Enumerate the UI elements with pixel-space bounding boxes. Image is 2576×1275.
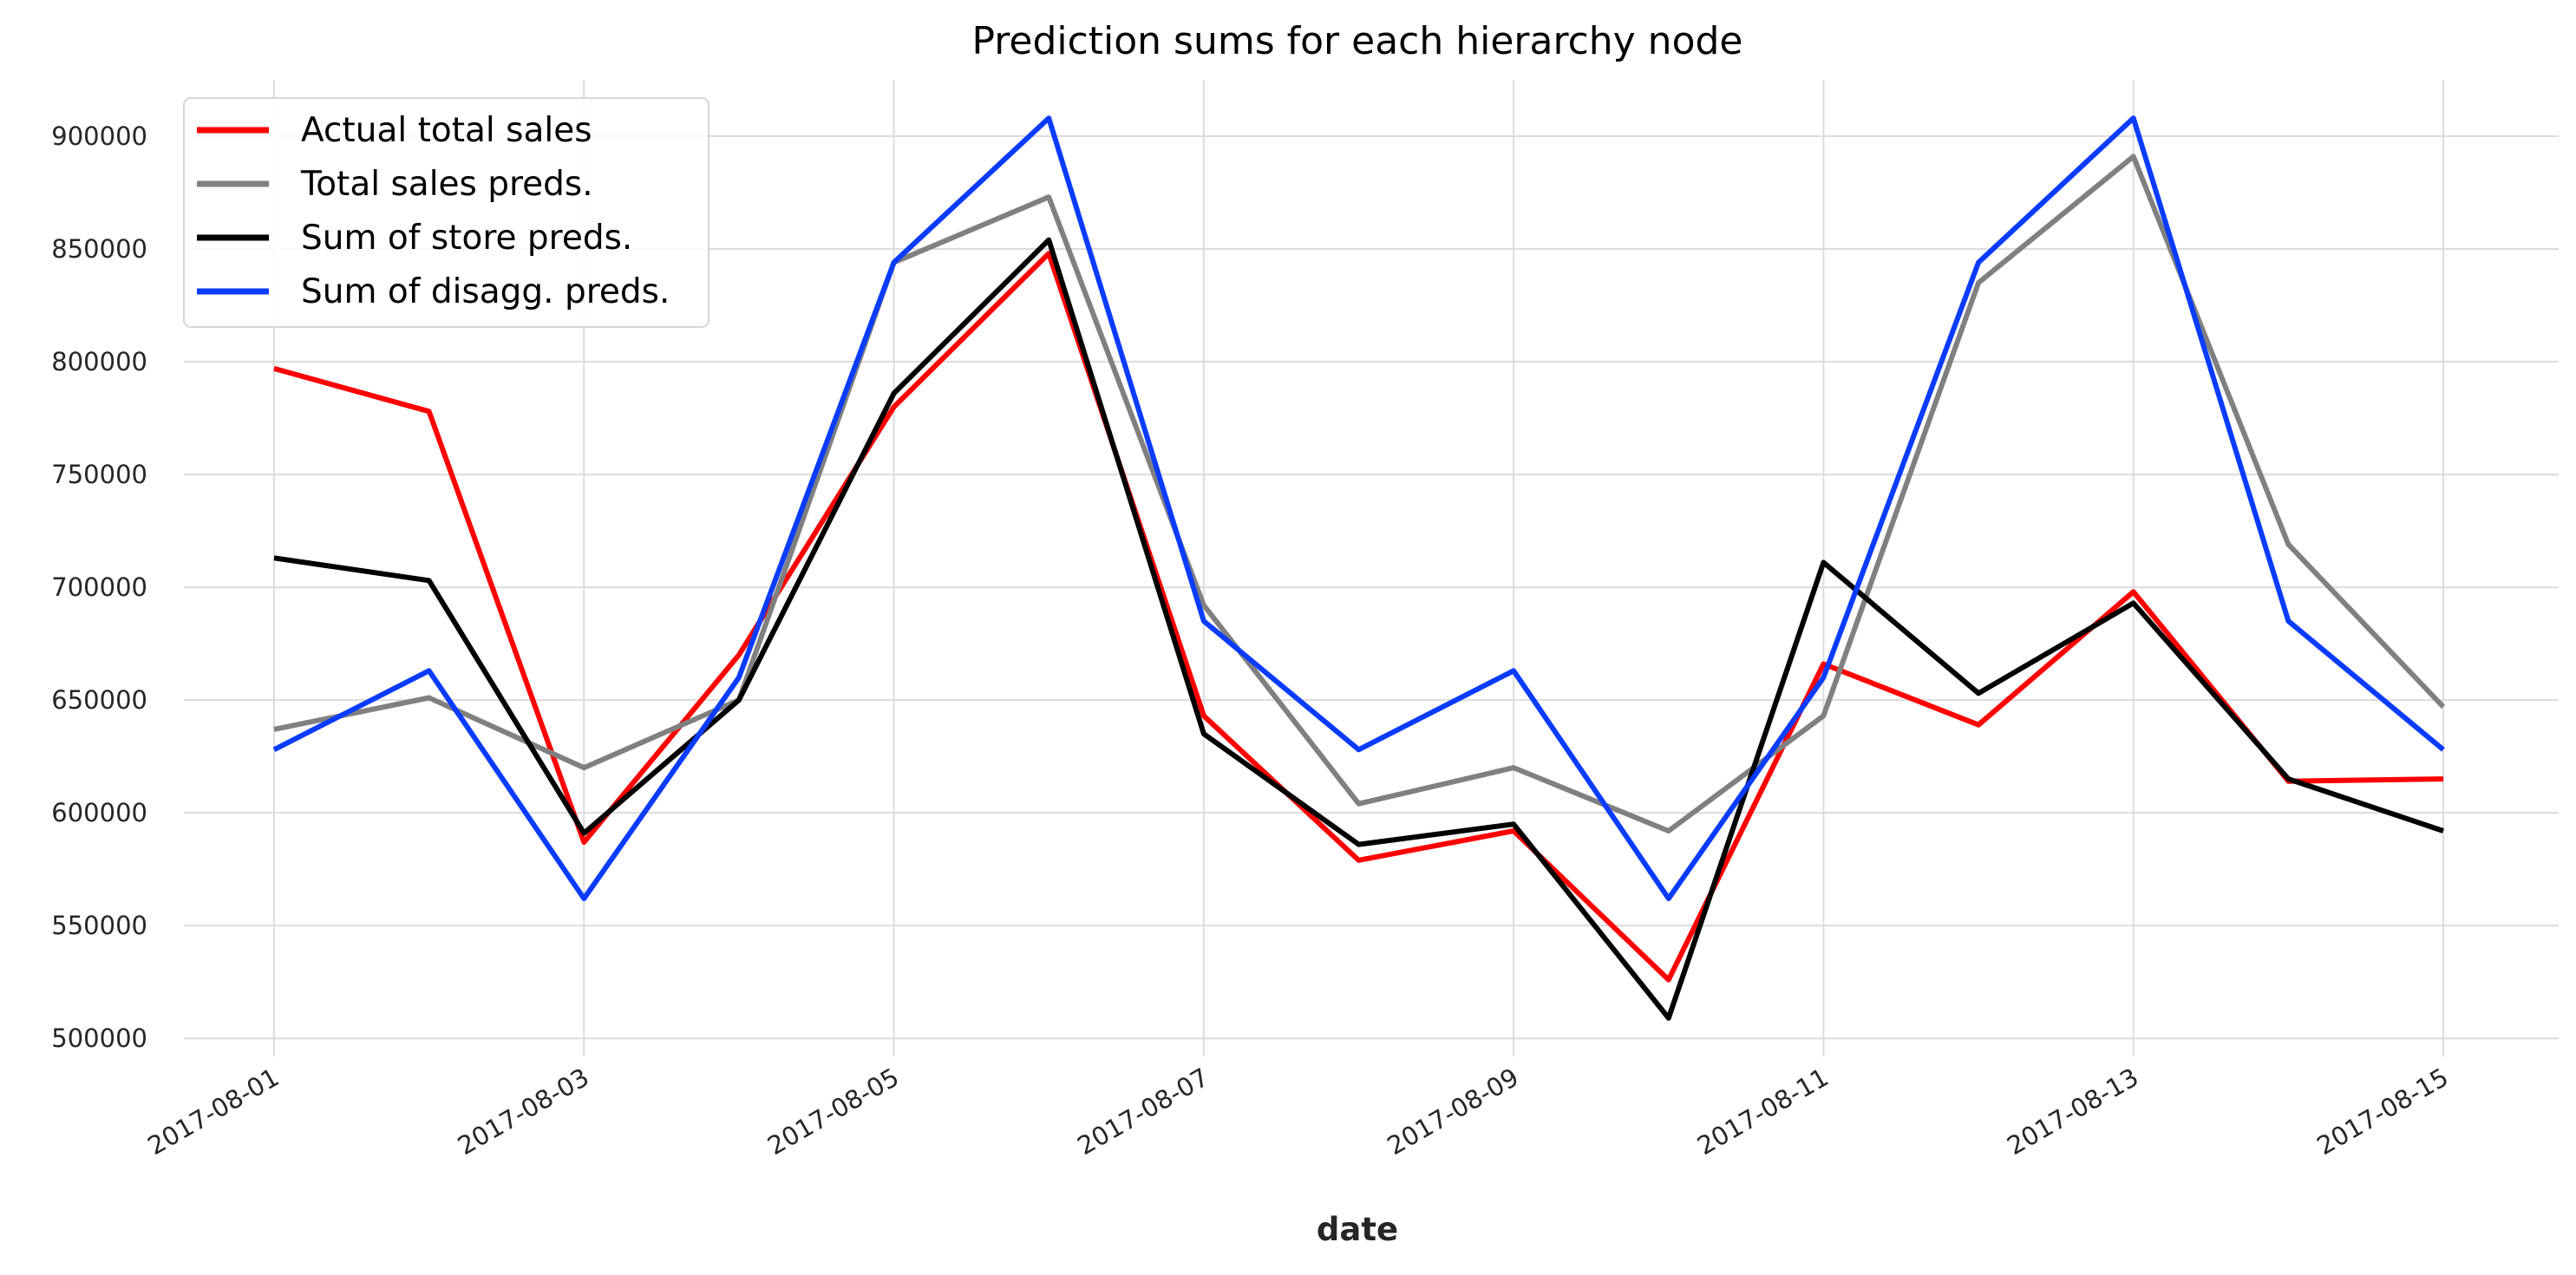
x-axis-label: date	[1317, 1211, 1398, 1248]
y-tick-label: 600000	[51, 798, 147, 827]
legend-label: Total sales preds.	[300, 165, 593, 204]
y-tick-label: 800000	[51, 347, 147, 376]
y-tick-label: 550000	[51, 911, 147, 940]
x-tick-label: 2017-08-15	[2312, 1062, 2454, 1161]
x-tick-label: 2017-08-13	[2002, 1062, 2143, 1161]
legend-label: Actual total sales	[301, 111, 592, 150]
y-tick-label: 750000	[51, 460, 147, 489]
x-tick-label: 2017-08-09	[1383, 1062, 1524, 1161]
x-tick-label: 2017-08-05	[762, 1062, 904, 1161]
y-tick-label: 650000	[51, 685, 147, 715]
y-axis-ticks: 500000 550000 600000 650000 700000 750000 8000…	[51, 121, 147, 1053]
legend: Actual total sales Total sales preds. Sum …	[183, 97, 709, 328]
legend-box	[183, 97, 709, 328]
legend-label: Sum of disagg. preds.	[301, 272, 670, 311]
x-tick-label: 2017-08-01	[143, 1062, 284, 1161]
x-tick-label: 2017-08-07	[1072, 1062, 1213, 1161]
series-line-sum-of-store-preds	[273, 237, 2444, 1021]
y-tick-label: 900000	[51, 121, 147, 151]
y-tick-label: 500000	[51, 1023, 147, 1053]
chart-title: Prediction sums for each hierarchy node	[971, 19, 1742, 63]
x-axis-ticks: 2017-08-01 2017-08-03 2017-08-05 2017-08-07…	[143, 1062, 2454, 1161]
series-line-total-sales-preds	[273, 154, 2446, 834]
series-line-sum-of-disagg-preds	[272, 115, 2445, 901]
y-tick-label: 850000	[51, 234, 147, 264]
x-tick-label: 2017-08-03	[453, 1062, 594, 1161]
series-lines	[272, 115, 2446, 1021]
legend-label: Sum of store preds.	[301, 219, 632, 258]
x-tick-label: 2017-08-11	[1692, 1062, 1834, 1161]
y-tick-label: 700000	[51, 572, 147, 602]
